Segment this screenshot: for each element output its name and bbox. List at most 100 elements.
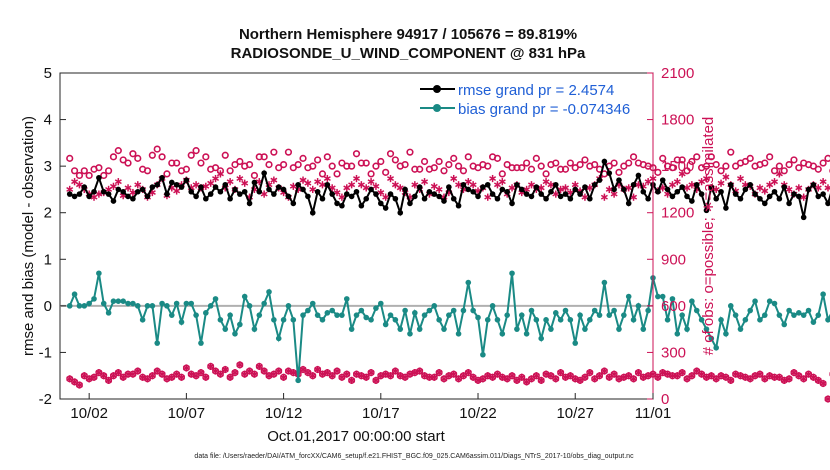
obs-assimilated-point — [241, 179, 249, 187]
obs-possible-point — [338, 159, 346, 167]
bias-point — [805, 307, 812, 314]
bias-point — [713, 344, 719, 351]
obs-possible-point — [766, 153, 774, 161]
bias-point — [674, 331, 681, 337]
bias-point — [480, 351, 486, 358]
obs-possible-point — [148, 151, 156, 159]
rmse-point — [212, 184, 219, 190]
obs-possible-point — [668, 164, 677, 172]
bias-point — [601, 279, 608, 286]
obs-assimilated-point — [129, 188, 137, 197]
obs-low-possible-point — [707, 372, 715, 380]
obs-low-possible-point — [425, 373, 433, 381]
obs-low-possible-point — [260, 367, 268, 375]
obs-assimilated-point — [771, 178, 779, 186]
obs-possible-point — [260, 153, 268, 161]
legend-rmse-marker — [433, 85, 441, 93]
obs-low-possible-point — [348, 376, 356, 384]
obs-low-possible-point — [153, 367, 161, 375]
obs-possible-point — [129, 150, 137, 158]
rmse-point — [611, 186, 617, 193]
obs-assimilated-point — [824, 184, 830, 192]
rmse-point — [582, 184, 588, 190]
x-tick-label: 10/22 — [459, 405, 497, 422]
rmse-point — [825, 200, 830, 207]
obs-possible-point — [435, 157, 443, 166]
rmse-point — [815, 193, 822, 200]
obs-possible-point — [352, 150, 361, 158]
obs-possible-point — [289, 164, 297, 172]
obs-assimilated-point — [547, 181, 555, 189]
rmse-point — [378, 200, 384, 207]
rmse-point — [514, 181, 520, 188]
obs-low-possible-point — [109, 372, 117, 380]
obs-possible-point — [746, 154, 754, 162]
rmse-point — [125, 193, 131, 200]
obs-assimilated-point — [688, 181, 696, 189]
rmse-point — [159, 174, 165, 181]
bias-point — [426, 307, 433, 314]
rmse-point — [188, 188, 195, 195]
bias-point — [441, 326, 447, 332]
rmse-point — [572, 186, 579, 193]
obs-low-possible-point — [275, 367, 283, 375]
obs-possible-point — [105, 167, 113, 175]
obs-low-possible-point — [362, 373, 370, 381]
obs-low-possible-point — [450, 370, 458, 378]
obs-low-possible-point — [124, 370, 132, 378]
bias-point — [271, 317, 277, 323]
chart-title-line1: Northern Hemisphere 94917 / 105676 = 89.… — [239, 26, 577, 43]
bias-point — [567, 317, 574, 323]
obs-low-possible-point — [182, 364, 190, 372]
obs-low-possible-point — [343, 370, 351, 378]
obs-possible-point — [459, 167, 468, 175]
legend-bias-marker — [433, 104, 441, 112]
obs-low-possible-point — [722, 373, 730, 381]
rmse-point — [766, 193, 773, 200]
bias-point — [737, 326, 744, 332]
bias-point — [460, 307, 467, 314]
obs-possible-point — [279, 160, 288, 169]
bias-point — [343, 296, 350, 302]
obs-possible-point — [299, 154, 307, 162]
obs-possible-point — [537, 162, 545, 170]
bias-point — [392, 317, 399, 323]
rmse-point — [562, 191, 569, 197]
obs-possible-point — [629, 153, 638, 161]
bias-point — [796, 310, 802, 316]
obs-possible-point — [386, 150, 395, 158]
obs-possible-point — [401, 160, 409, 169]
bias-line — [68, 273, 830, 381]
obs-low-possible-point — [727, 376, 735, 384]
obs-low-possible-point — [66, 375, 74, 383]
rmse-point — [761, 200, 768, 207]
bias-point — [353, 312, 360, 318]
rmse-point — [684, 193, 690, 200]
obs-possible-point — [770, 167, 779, 175]
bias-point — [382, 321, 389, 328]
obs-low-possible-point — [119, 373, 127, 381]
rmse-point — [203, 195, 209, 202]
obs-possible-point — [464, 153, 472, 161]
obs-possible-point — [523, 159, 531, 167]
obs-possible-point — [197, 159, 205, 167]
rmse-point — [601, 158, 608, 165]
obs-assimilated-point — [625, 184, 633, 192]
obs-assimilated-point — [421, 178, 429, 186]
rmse-point — [737, 195, 744, 202]
obs-low-possible-point — [216, 370, 224, 378]
obs-low-possible-point — [683, 375, 691, 383]
obs-assimilated-point — [75, 181, 83, 189]
bias-point — [431, 303, 438, 309]
obs-low-possible-point — [280, 373, 288, 381]
obs-possible-point — [348, 162, 356, 170]
rmse-point — [757, 195, 763, 202]
rmse-point — [76, 191, 83, 197]
bias-point — [820, 291, 826, 298]
rmse-point — [261, 170, 267, 176]
obs-possible-point — [440, 167, 448, 175]
obs-possible-point — [732, 162, 740, 170]
rmse-point — [81, 184, 88, 190]
obs-assimilated-point — [489, 174, 497, 183]
obs-low-possible-point — [527, 375, 535, 383]
